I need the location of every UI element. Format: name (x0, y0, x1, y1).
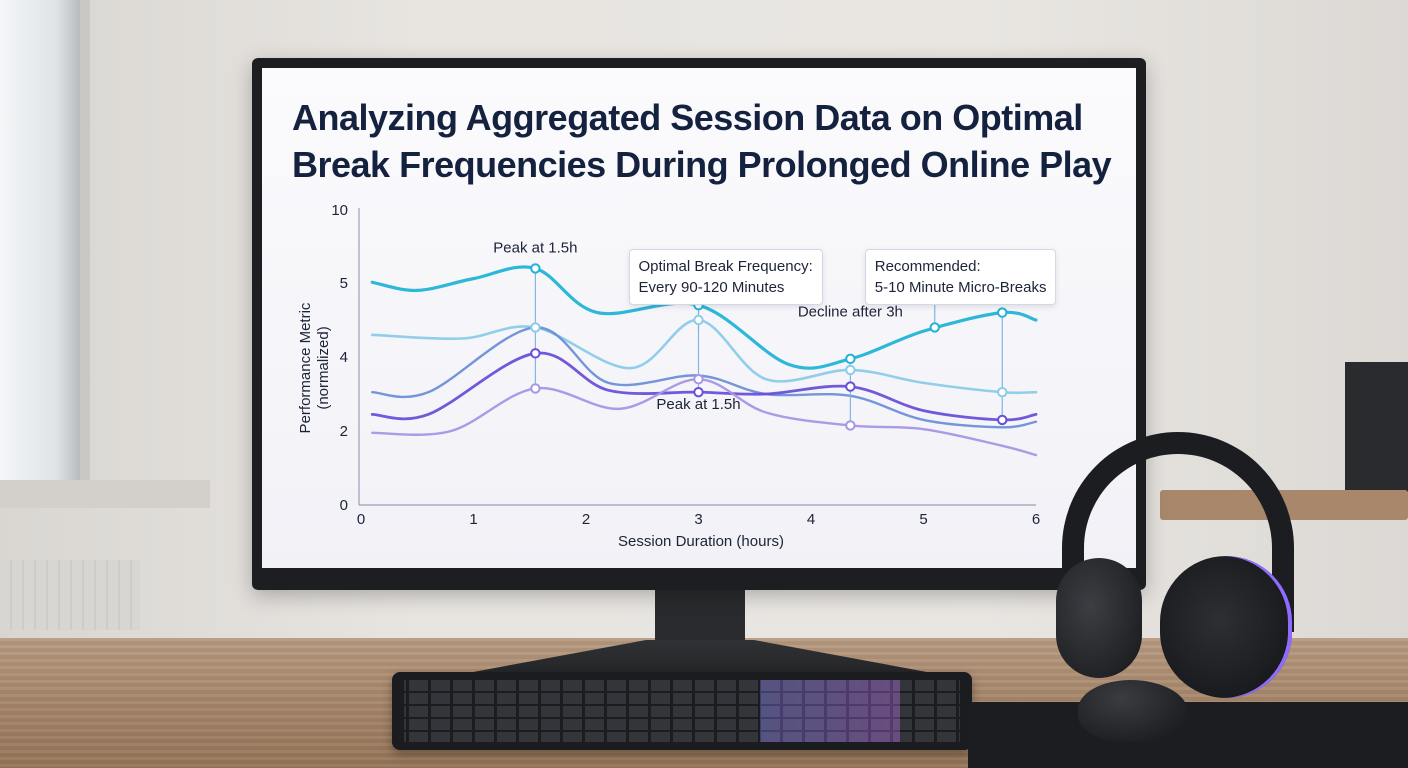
y-axis-label-line2: (normalized) (315, 326, 332, 409)
y-tick-label: 2 (340, 423, 348, 440)
data-point-marker (997, 414, 1008, 426)
headphones-right-cup (1160, 556, 1292, 698)
series-line-5 (371, 377, 1038, 457)
x-tick-label: 4 (807, 511, 815, 528)
keyboard-keys (404, 680, 960, 742)
x-tick-label: 3 (694, 511, 702, 528)
data-point-marker (845, 353, 856, 365)
y-axis-label-line1: Performance Metric (297, 302, 314, 433)
x-axis-label: Session Duration (hours) (618, 533, 784, 550)
y-tick-label: 5 (340, 275, 348, 292)
annotation-label: Decline after 3h (798, 303, 903, 320)
series-line-2 (370, 318, 1038, 395)
x-tick-label: 0 (357, 511, 365, 528)
data-point-marker (997, 386, 1008, 398)
data-point-marker (693, 374, 704, 385)
background-monitor (1345, 362, 1408, 492)
callout-box: Optimal Break Frequency: Every 90-120 Min… (628, 249, 823, 306)
monitor-screen: Analyzing Aggregated Session Data on Opt… (262, 68, 1136, 568)
mouse (1078, 680, 1188, 742)
y-tick-label: 10 (331, 202, 348, 219)
data-point-marker (530, 383, 541, 394)
series-line-4 (370, 351, 1038, 422)
data-point-marker (929, 322, 940, 333)
x-tick-label: 2 (582, 511, 590, 528)
y-tick-label: 4 (340, 349, 348, 366)
data-point-marker (997, 307, 1008, 318)
data-point-marker (530, 263, 541, 274)
chart-axes (358, 208, 1036, 506)
data-point-marker (845, 381, 856, 392)
callout-line2: Every 90-120 Minutes (638, 279, 785, 297)
radiator (0, 560, 140, 630)
x-tick-label: 1 (469, 511, 477, 528)
y-tick-label: 0 (340, 497, 348, 514)
callout-line1: Recommended: (874, 258, 981, 276)
data-point-marker (845, 364, 856, 376)
callout-line1: Optimal Break Frequency: (638, 258, 813, 276)
axis-ticks: 0 1 2 3 4 5 6 0 2 4 5 10 (331, 202, 1040, 528)
data-point-marker (530, 348, 541, 359)
callout-line2: 5-10 Minute Micro-Breaks (874, 279, 1047, 297)
headphones-left-cup (1056, 558, 1142, 678)
keyboard-rgb-glow (760, 680, 900, 742)
monitor-stand-neck (655, 588, 745, 648)
data-point-marker (693, 314, 704, 326)
x-tick-label: 5 (919, 511, 927, 528)
callout-box: Recommended: 5-10 Minute Micro-Breaks (864, 249, 1057, 306)
data-point-marker (845, 420, 856, 431)
mousepad (968, 702, 1408, 768)
annotation-label: Peak at 1.5h (493, 239, 577, 256)
line-chart: 0 1 2 3 4 5 6 0 2 4 5 10 Peak at 1.5h Peak at 1.5h Pe… (297, 202, 1055, 550)
annotation-label: Peak at 1.5h (656, 396, 740, 413)
x-tick-label: 6 (1032, 511, 1040, 528)
window-sill (0, 480, 210, 508)
data-point-marker (693, 386, 704, 398)
series-line-3 (371, 326, 1038, 429)
data-point-marker (530, 322, 541, 333)
chart-title: Analyzing Aggregated Session Data on Opt… (292, 97, 1112, 185)
window (0, 0, 90, 490)
